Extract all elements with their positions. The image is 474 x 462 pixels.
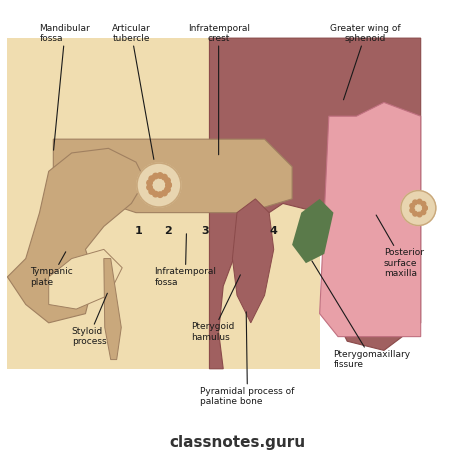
Circle shape [423,206,427,210]
Circle shape [401,191,436,225]
Polygon shape [232,199,274,323]
Circle shape [423,206,427,210]
Text: Infratemporal
fossa: Infratemporal fossa [155,234,216,286]
Circle shape [162,174,167,180]
Text: Articular
tubercle: Articular tubercle [112,24,154,159]
Circle shape [165,187,170,192]
Circle shape [410,203,415,208]
Circle shape [162,190,167,196]
Polygon shape [8,38,319,369]
Circle shape [137,163,181,207]
Circle shape [147,185,152,190]
Circle shape [157,192,163,197]
Text: Pterygomaxillary
fissure: Pterygomaxillary fissure [312,261,410,369]
Circle shape [413,200,418,205]
Circle shape [149,188,155,194]
Polygon shape [49,249,122,309]
Polygon shape [319,103,421,337]
Circle shape [147,180,152,186]
Text: 3: 3 [201,226,209,236]
Circle shape [421,201,426,206]
Circle shape [166,182,171,188]
Circle shape [417,199,422,204]
Circle shape [421,210,426,214]
Text: Greater wing of
sphenoid: Greater wing of sphenoid [330,24,401,100]
Polygon shape [53,139,292,213]
Circle shape [165,178,170,183]
Polygon shape [210,38,421,369]
Circle shape [153,191,158,197]
Text: 2: 2 [164,226,172,236]
Text: Tympanic
plate: Tympanic plate [30,252,73,286]
Text: Styloid
process: Styloid process [72,293,107,346]
Circle shape [166,182,171,188]
Text: classnotes.guru: classnotes.guru [169,435,305,450]
Circle shape [410,208,415,213]
Circle shape [413,212,418,216]
Text: 4: 4 [270,226,278,236]
Text: Posterior
surface
maxilla: Posterior surface maxilla [376,215,424,278]
Circle shape [149,176,155,182]
Text: 1: 1 [135,226,142,236]
Text: Pyramidal process of
palatine bone: Pyramidal process of palatine bone [200,312,295,406]
Circle shape [417,212,422,217]
Polygon shape [8,148,145,323]
Text: Mandibular
fossa: Mandibular fossa [39,24,90,150]
Text: Infratemporal
crest: Infratemporal crest [188,24,250,155]
Text: Pterygoid
hamulus: Pterygoid hamulus [191,275,240,342]
Circle shape [157,173,163,178]
Circle shape [153,173,158,179]
Polygon shape [292,199,333,263]
Polygon shape [104,259,121,359]
